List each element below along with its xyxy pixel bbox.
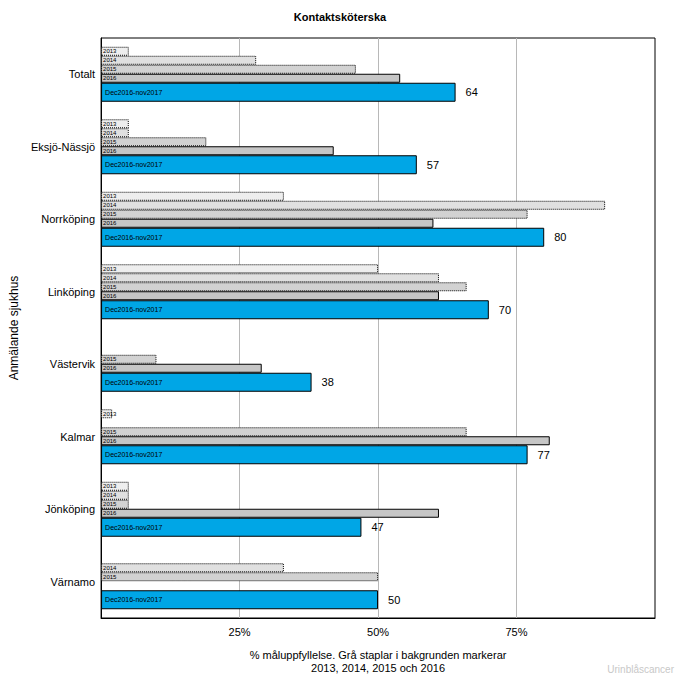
- svg-text:Eksjö-Nässjö: Eksjö-Nässjö: [31, 141, 95, 153]
- svg-text:2016: 2016: [103, 365, 117, 371]
- svg-text:2016: 2016: [103, 293, 117, 299]
- svg-text:2016: 2016: [103, 438, 117, 444]
- svg-text:Norrköping: Norrköping: [41, 213, 95, 225]
- svg-text:2013: 2013: [103, 48, 117, 54]
- svg-text:% måluppfyllelse. Grå staplar: % måluppfyllelse. Grå staplar i bakgrund…: [250, 649, 507, 661]
- svg-text:70: 70: [499, 304, 511, 316]
- svg-text:Jönköping: Jönköping: [45, 503, 95, 515]
- svg-text:Dec2016-nov2017: Dec2016-nov2017: [105, 306, 162, 313]
- svg-text:2014: 2014: [103, 57, 117, 63]
- svg-text:Västervik: Västervik: [50, 358, 96, 370]
- svg-text:2014: 2014: [103, 202, 117, 208]
- svg-text:50%: 50%: [367, 626, 389, 638]
- svg-text:47: 47: [371, 521, 383, 533]
- svg-text:2015: 2015: [103, 356, 117, 362]
- svg-text:Dec2016-nov2017: Dec2016-nov2017: [105, 234, 162, 241]
- svg-text:2016: 2016: [103, 148, 117, 154]
- svg-text:2015: 2015: [103, 501, 117, 507]
- svg-text:2014: 2014: [103, 565, 117, 571]
- svg-text:Dec2016-nov2017: Dec2016-nov2017: [105, 89, 162, 96]
- svg-text:Värnamo: Värnamo: [50, 576, 95, 588]
- svg-text:77: 77: [538, 449, 550, 461]
- svg-text:2013, 2014, 2015 och 2016: 2013, 2014, 2015 och 2016: [311, 662, 445, 674]
- svg-text:Totalt: Totalt: [69, 68, 95, 80]
- svg-text:Dec2016-nov2017: Dec2016-nov2017: [105, 524, 162, 531]
- svg-text:Urinblåscancer: Urinblåscancer: [607, 664, 674, 675]
- svg-text:Dec2016-nov2017: Dec2016-nov2017: [105, 161, 162, 168]
- svg-text:50: 50: [388, 594, 400, 606]
- svg-text:25%: 25%: [229, 626, 251, 638]
- svg-text:2015: 2015: [103, 139, 117, 145]
- svg-text:75%: 75%: [506, 626, 528, 638]
- svg-text:2015: 2015: [103, 211, 117, 217]
- svg-text:2016: 2016: [103, 510, 117, 516]
- svg-text:38: 38: [322, 376, 334, 388]
- svg-text:2014: 2014: [103, 275, 117, 281]
- svg-text:80: 80: [554, 231, 566, 243]
- svg-text:Dec2016-nov2017: Dec2016-nov2017: [105, 596, 162, 603]
- svg-text:2016: 2016: [103, 220, 117, 226]
- svg-text:2013: 2013: [103, 193, 117, 199]
- svg-text:2013: 2013: [103, 411, 117, 417]
- svg-text:Linköping: Linköping: [48, 286, 95, 298]
- svg-text:Anmälande sjukhus: Anmälande sjukhus: [7, 276, 21, 381]
- svg-text:2016: 2016: [103, 75, 117, 81]
- svg-text:Kalmar: Kalmar: [60, 431, 95, 443]
- svg-text:Dec2016-nov2017: Dec2016-nov2017: [105, 379, 162, 386]
- svg-text:64: 64: [466, 86, 478, 98]
- svg-text:2014: 2014: [103, 492, 117, 498]
- svg-text:2013: 2013: [103, 121, 117, 127]
- svg-text:2013: 2013: [103, 483, 117, 489]
- svg-text:2015: 2015: [103, 66, 117, 72]
- svg-text:2014: 2014: [103, 130, 117, 136]
- svg-text:Dec2016-nov2017: Dec2016-nov2017: [105, 451, 162, 458]
- svg-text:2015: 2015: [103, 574, 117, 580]
- svg-text:2015: 2015: [103, 284, 117, 290]
- svg-text:2013: 2013: [103, 266, 117, 272]
- svg-text:Kontaktsköterska: Kontaktsköterska: [294, 11, 387, 23]
- svg-text:2015: 2015: [103, 429, 117, 435]
- svg-text:57: 57: [427, 159, 439, 171]
